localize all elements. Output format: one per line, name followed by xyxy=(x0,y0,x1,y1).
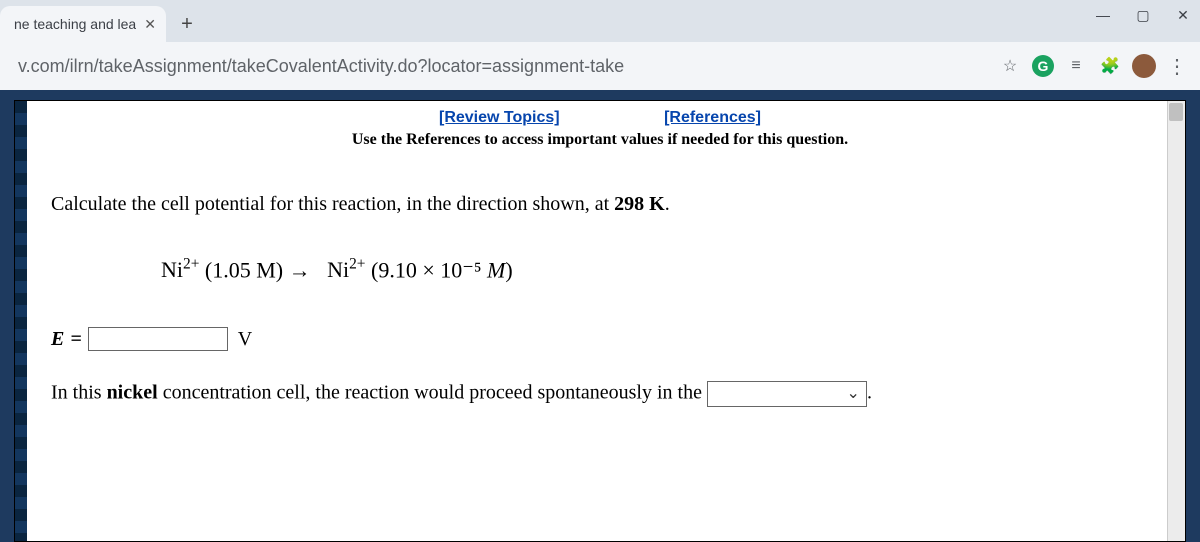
bookmark-star-icon[interactable]: ☆ xyxy=(998,54,1022,78)
left-accent-stripe xyxy=(15,101,27,541)
answer-row: E = V xyxy=(51,327,1149,351)
address-bar[interactable]: v.com/ilrn/takeAssignment/takeCovalentAc… xyxy=(10,50,988,83)
minimize-button[interactable]: — xyxy=(1094,6,1112,24)
species-right: Ni2+ xyxy=(327,257,365,282)
scrollbar-thumb[interactable] xyxy=(1169,103,1183,121)
answer-unit: V xyxy=(238,328,252,351)
species-left: Ni2+ xyxy=(161,257,199,282)
tab-title: ne teaching and lea xyxy=(14,16,136,32)
review-topics-link[interactable]: [Review Topics] xyxy=(439,109,560,127)
temperature-value: 298 K xyxy=(614,193,665,215)
conc-left: (1.05 M) xyxy=(205,257,283,282)
conc-right: (9.10 × 10⁻⁵ M) xyxy=(371,257,513,282)
sentence-mid: concentration cell, the reaction would p… xyxy=(158,382,707,404)
maximize-button[interactable]: ▢ xyxy=(1134,6,1152,24)
answer-symbol: E xyxy=(51,328,64,351)
prompt-prefix: Calculate the cell potential for this re… xyxy=(51,193,614,215)
reading-list-icon[interactable]: ≡ xyxy=(1064,54,1088,78)
direction-sentence: In this nickel concentration cell, the r… xyxy=(51,381,1149,407)
new-tab-button[interactable]: + xyxy=(172,9,202,39)
browser-tab[interactable]: ne teaching and lea ✕ xyxy=(0,6,166,42)
kebab-menu-icon[interactable]: ⋮ xyxy=(1166,54,1190,78)
reaction-arrow: → xyxy=(289,257,311,282)
sentence-prefix: In this xyxy=(51,382,107,404)
assignment-content: [Review Topics] [References] Use the Ref… xyxy=(15,101,1185,427)
metal-name: nickel xyxy=(107,382,158,404)
references-link[interactable]: [References] xyxy=(664,109,761,127)
scrollbar[interactable] xyxy=(1167,101,1185,541)
question-body: Calculate the cell potential for this re… xyxy=(51,193,1149,407)
sentence-suffix: . xyxy=(867,382,872,404)
cell-potential-input[interactable] xyxy=(88,327,228,351)
profile-avatar-icon[interactable] xyxy=(1132,54,1156,78)
tab-strip: ne teaching and lea ✕ + — ▢ ✕ xyxy=(0,0,1200,42)
references-note: Use the References to access important v… xyxy=(51,131,1149,149)
omnibox-row: v.com/ilrn/takeAssignment/takeCovalentAc… xyxy=(0,42,1200,90)
prompt-suffix: . xyxy=(665,193,670,215)
page-viewport: [Review Topics] [References] Use the Ref… xyxy=(0,90,1200,542)
equals-sign: = xyxy=(70,328,81,351)
direction-select[interactable] xyxy=(707,381,867,407)
tab-close-icon[interactable]: ✕ xyxy=(144,16,156,33)
window-controls: — ▢ ✕ xyxy=(1094,6,1192,24)
reaction-equation: Ni2+ (1.05 M) → Ni2+ (9.10 × 10⁻⁵ M) xyxy=(161,256,1149,283)
top-links: [Review Topics] [References] xyxy=(51,109,1149,127)
question-prompt: Calculate the cell potential for this re… xyxy=(51,193,1149,216)
assignment-card: [Review Topics] [References] Use the Ref… xyxy=(14,100,1186,542)
browser-chrome: ne teaching and lea ✕ + — ▢ ✕ v.com/ilrn… xyxy=(0,0,1200,91)
window-close-button[interactable]: ✕ xyxy=(1174,6,1192,24)
extensions-icon[interactable]: 🧩 xyxy=(1098,54,1122,78)
extension-badge-icon[interactable]: G xyxy=(1032,55,1054,77)
